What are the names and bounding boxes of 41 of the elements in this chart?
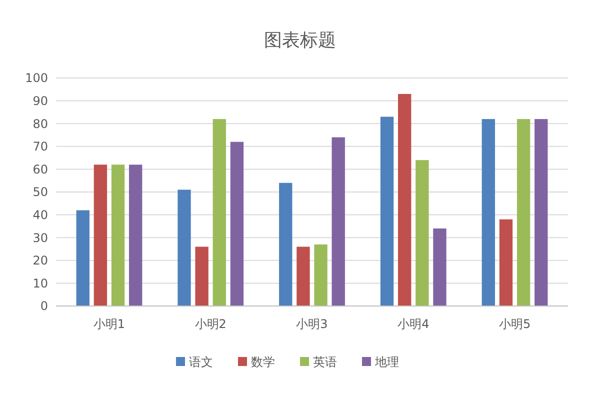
bar: [76, 210, 90, 306]
y-tick-label: 10: [32, 276, 48, 290]
legend-label: 数学: [251, 355, 275, 370]
bar: [94, 164, 108, 306]
legend-label: 英语: [313, 355, 337, 370]
bar: [314, 244, 328, 306]
bar: [516, 119, 530, 306]
bar: [296, 246, 310, 306]
bar: [534, 119, 548, 306]
bar: [416, 160, 429, 306]
bar: [212, 119, 226, 306]
x-tick-label: 小明5: [498, 317, 531, 331]
x-tick-label: 小明3: [296, 317, 328, 331]
x-tick-label: 小明4: [398, 317, 430, 331]
y-tick-label: 80: [32, 116, 48, 131]
y-tick-label: 90: [32, 94, 48, 108]
bar: [129, 164, 142, 306]
bar: [380, 116, 394, 306]
x-tick-label: 小明2: [194, 317, 226, 331]
y-tick-label: 50: [32, 185, 48, 200]
y-tick-label: 20: [32, 254, 48, 268]
legend-label: 地理: [374, 355, 399, 370]
bar: [332, 137, 345, 306]
bar: [482, 119, 495, 306]
bar: [178, 190, 191, 306]
y-tick-label: 30: [32, 230, 48, 245]
bar: [111, 164, 125, 306]
bar: [433, 228, 446, 306]
chart-title: 图表标题: [264, 30, 336, 51]
bar: [195, 246, 208, 306]
x-tick-label: 小明1: [93, 317, 126, 331]
y-tick-label: 0: [40, 299, 48, 314]
bar: [398, 94, 412, 306]
bar: [230, 142, 244, 306]
bar: [499, 219, 513, 306]
y-tick-label: 40: [32, 208, 48, 222]
bar: [279, 182, 292, 306]
legend-label: 语文: [189, 355, 213, 370]
y-tick-label: 60: [32, 162, 48, 176]
y-tick-label: 100: [25, 71, 48, 86]
y-tick-label: 70: [32, 140, 48, 154]
